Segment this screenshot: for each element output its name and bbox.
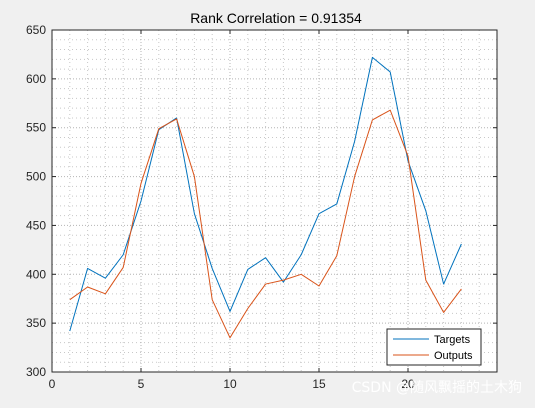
x-tick-label: 5 — [138, 377, 145, 391]
y-tick-label: 450 — [26, 218, 46, 232]
x-tick-label: 0 — [49, 377, 56, 391]
series-line-outputs — [69, 109, 462, 339]
series-layer — [69, 56, 462, 339]
x-tick-label: 15 — [312, 377, 326, 391]
y-tick-label: 500 — [26, 170, 46, 184]
legend-label-outputs: Outputs — [434, 350, 473, 362]
axes-box — [51, 29, 498, 373]
ticks-layer: 0 5 10 15 20 300 350 400 450 500 550 600 650 — [26, 23, 497, 391]
x-tick-label: 20 — [401, 377, 415, 391]
legend-box — [386, 328, 482, 366]
y-tick-label: 600 — [26, 72, 46, 86]
y-tick-label: 550 — [26, 121, 46, 135]
y-tick-label: 400 — [26, 267, 46, 281]
minor-grid — [52, 30, 497, 372]
chart-title: Rank Correlation = 0.91354 — [190, 10, 362, 26]
y-tick-label: 350 — [26, 316, 46, 330]
y-tick-label: 300 — [26, 365, 46, 379]
watermark: CSDN @随风飘摇的土木狗 — [352, 380, 522, 396]
legend: Targets Outputs — [386, 328, 482, 366]
plot-area — [52, 30, 497, 372]
x-tick-label: 10 — [223, 377, 237, 391]
y-tick-label: 650 — [26, 23, 46, 37]
legend-label-targets: Targets — [434, 334, 471, 346]
series-line-targets — [69, 56, 462, 332]
